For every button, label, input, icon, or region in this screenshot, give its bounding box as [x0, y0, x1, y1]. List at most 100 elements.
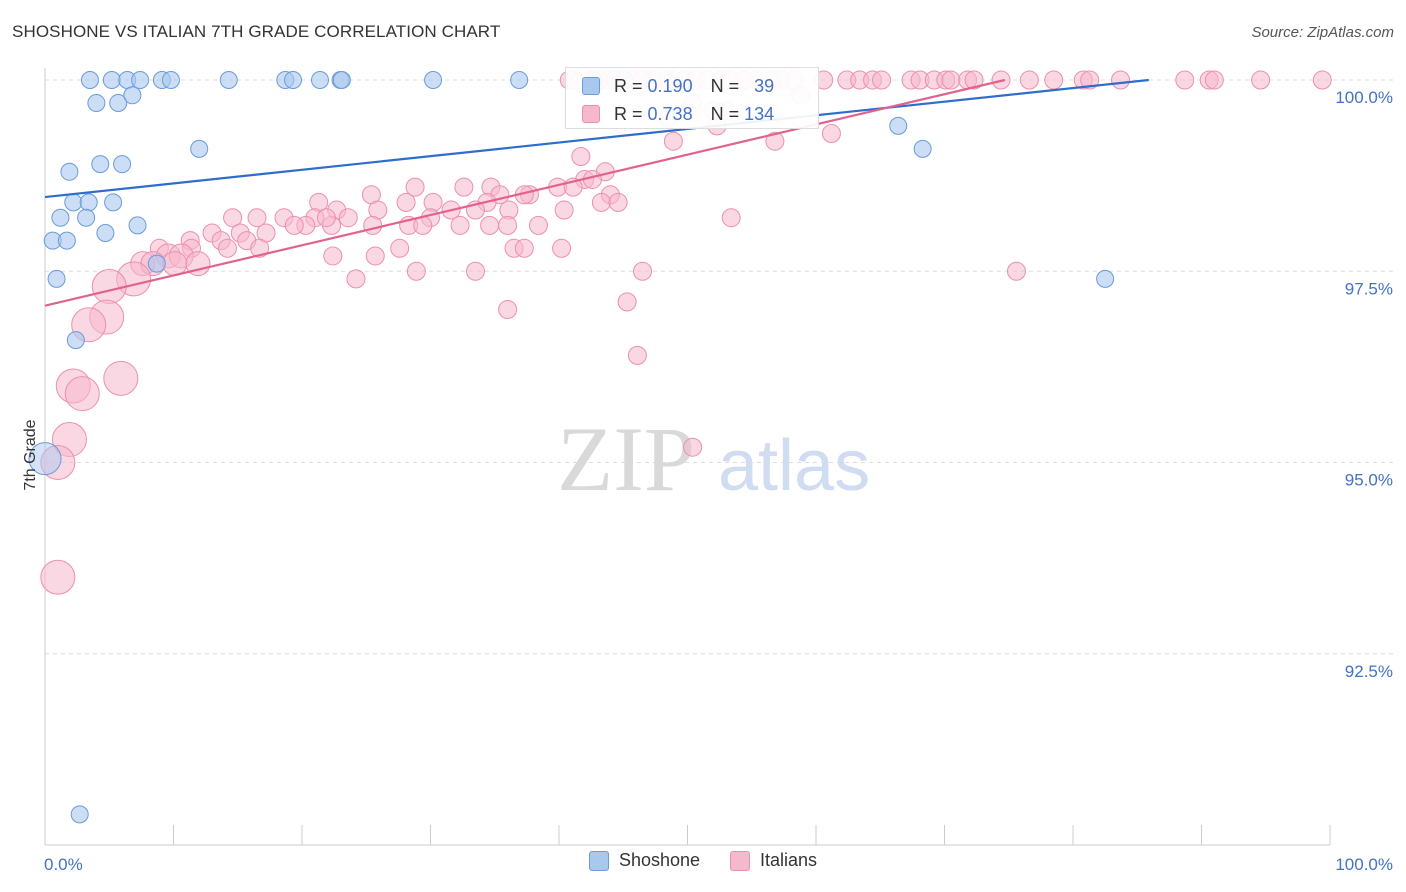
italians-point	[1312, 70, 1332, 90]
r-value: 0.190	[647, 75, 693, 96]
italians-point	[571, 147, 591, 166]
stats-row-shoshone: R = 0.190 N = 39	[582, 74, 774, 98]
legend-label: Italians	[760, 850, 818, 870]
italians-point	[627, 345, 647, 365]
shoshone-point	[60, 162, 79, 181]
italians-legend-swatch	[730, 850, 751, 871]
shoshone-point	[28, 442, 62, 476]
n-label: N =	[710, 103, 740, 124]
shoshone-point	[147, 254, 166, 273]
italians-point	[91, 269, 127, 305]
shoshone-point	[113, 155, 132, 174]
italians-point	[633, 261, 653, 281]
shoshone-point	[128, 216, 147, 235]
italians-point	[1080, 70, 1100, 90]
italians-point	[284, 215, 304, 235]
source-credit: Source: ZipAtlas.com	[1251, 24, 1394, 41]
italians-point	[363, 215, 383, 235]
shoshone-trend-line	[44, 78, 1149, 199]
italians-point	[64, 376, 100, 412]
shoshone-point	[104, 193, 123, 212]
shoshone-point	[77, 208, 96, 227]
shoshone-point	[310, 71, 329, 89]
shoshone-point	[109, 93, 128, 112]
watermark-atlas: atlas	[718, 426, 870, 506]
italians-trend-line	[44, 78, 1006, 307]
shoshone-point	[79, 193, 98, 212]
italians-point	[450, 215, 470, 235]
italians-point	[552, 238, 572, 258]
italians-point	[591, 192, 611, 212]
italians-point	[1019, 70, 1039, 90]
shoshone-point	[913, 139, 932, 158]
shoshone-point	[332, 71, 351, 89]
y-tick-label: 92.5%	[1345, 662, 1393, 681]
italians-point	[821, 124, 841, 144]
italians-points	[40, 70, 1332, 595]
r-label: R =	[614, 103, 643, 124]
y-tick-label: 97.5%	[1345, 279, 1393, 298]
italians-point	[162, 251, 188, 277]
italians-point	[223, 208, 243, 228]
shoshone-point	[424, 71, 443, 89]
italians-point	[765, 131, 785, 151]
shoshone-point	[131, 71, 150, 89]
italians-point	[40, 559, 76, 595]
shoshone-points	[28, 71, 1115, 824]
italians-point	[683, 437, 703, 457]
italians-point	[528, 215, 548, 235]
stats-legend-box: R = 0.190 N = 39 R = 0.738 N = 134	[565, 67, 819, 129]
x-tick-label: 0.0%	[44, 855, 83, 874]
shoshone-point	[1096, 269, 1115, 288]
italians-point	[405, 177, 425, 197]
italians-point	[480, 215, 500, 235]
shoshone-point	[123, 86, 142, 105]
shoshone-point	[161, 71, 180, 89]
legend-item-italians[interactable]: Italians	[730, 850, 817, 871]
shoshone-point	[70, 805, 89, 824]
shoshone-legend-swatch	[588, 850, 609, 871]
italians-point	[1204, 70, 1224, 90]
x-tick-label: 100.0%	[1335, 855, 1393, 874]
italians-point	[498, 215, 518, 235]
shoshone-point	[57, 231, 76, 250]
n-value: 134	[744, 103, 775, 124]
y-tick-label: 100.0%	[1335, 88, 1393, 107]
shoshone-point	[87, 93, 106, 112]
chart-title: SHOSHONE VS ITALIAN 7TH GRADE CORRELATIO…	[12, 22, 501, 41]
italians-point	[608, 192, 628, 212]
italians-point	[396, 192, 416, 212]
italians-point	[617, 292, 637, 312]
shoshone-point	[190, 139, 209, 158]
legend-item-shoshone[interactable]: Shoshone	[588, 850, 701, 871]
italians-point	[185, 251, 211, 277]
italians-point	[872, 70, 892, 90]
shoshone-point	[219, 71, 238, 89]
italians-point	[498, 300, 518, 319]
italians-point	[1044, 70, 1064, 90]
shoshone-point	[102, 71, 121, 89]
legend-label: Shoshone	[618, 850, 701, 870]
shoshone-point	[91, 155, 110, 174]
italians-point	[514, 238, 534, 258]
italians-point	[390, 238, 410, 258]
grid-lines	[45, 79, 1395, 655]
shoshone-point	[64, 193, 83, 212]
y-tick-label: 95.0%	[1345, 471, 1393, 490]
y-axis-label: 7th Grade	[22, 419, 39, 490]
italians-point	[323, 246, 343, 266]
bottom-legend: Shoshone Italians	[0, 850, 1406, 871]
watermark: ZIP atlas	[557, 408, 870, 510]
shoshone-point	[96, 224, 115, 242]
shoshone-swatch	[582, 77, 600, 95]
shoshone-point	[66, 331, 85, 350]
shoshone-point	[284, 71, 303, 89]
italians-point	[247, 208, 267, 228]
italians-point	[1251, 70, 1271, 90]
italians-point	[554, 200, 574, 220]
n-label: N =	[710, 75, 740, 96]
italians-point	[964, 70, 984, 90]
italians-point	[465, 261, 485, 281]
italians-point	[316, 208, 336, 228]
